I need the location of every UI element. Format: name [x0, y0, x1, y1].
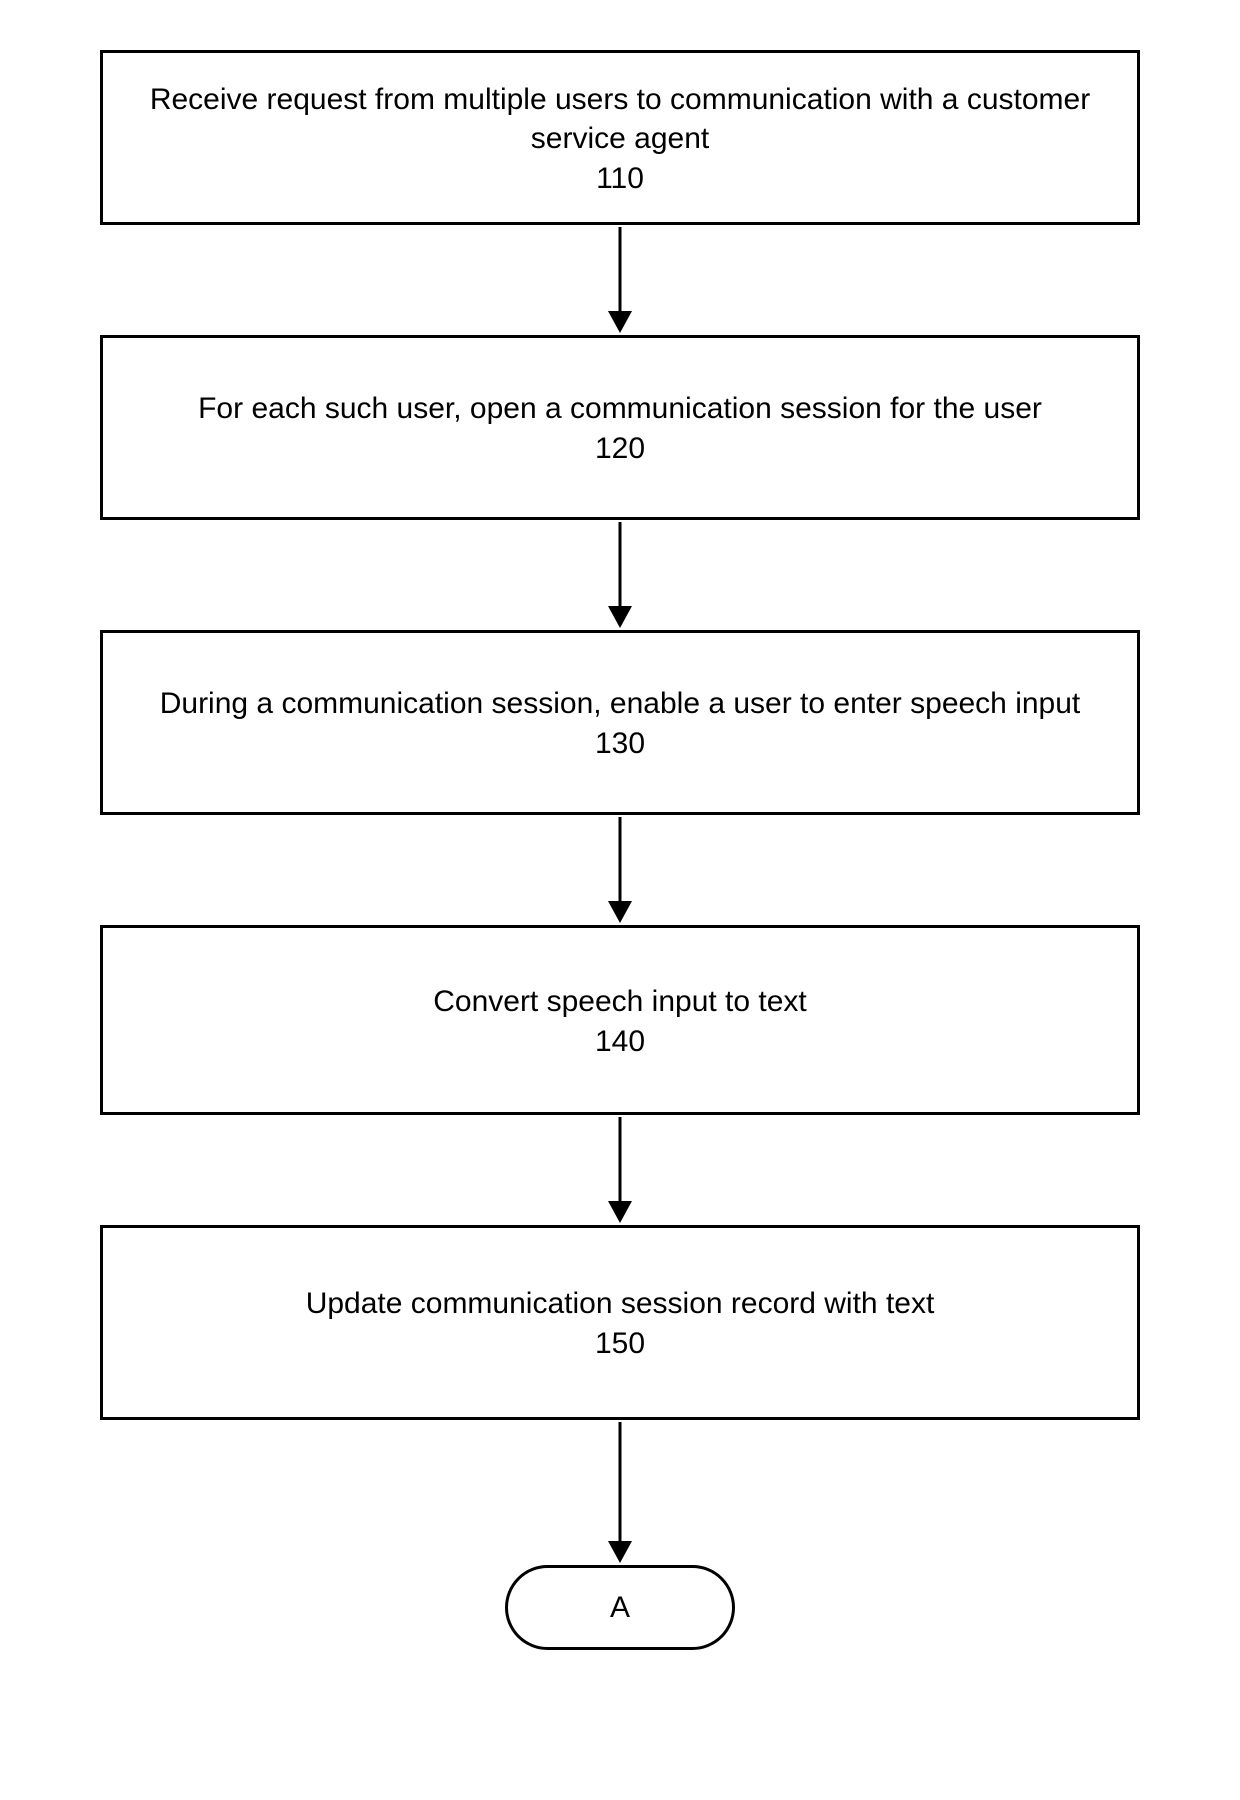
- node-number: 130: [595, 727, 645, 761]
- arrow: [100, 1115, 1140, 1225]
- flowchart-node-140: Convert speech input to text 140: [100, 925, 1140, 1115]
- flowchart-node-120: For each such user, open a communication…: [100, 335, 1140, 520]
- arrow: [100, 225, 1140, 335]
- arrow-icon: [600, 225, 640, 335]
- flowchart-node-150: Update communication session record with…: [100, 1225, 1140, 1420]
- flowchart-node-130: During a communication session, enable a…: [100, 630, 1140, 815]
- flowchart-container: Receive request from multiple users to c…: [100, 50, 1140, 1650]
- arrow: [100, 1420, 1140, 1565]
- arrow-icon: [600, 815, 640, 925]
- arrow-icon: [600, 1420, 640, 1565]
- flowchart-terminal-a: A: [505, 1565, 735, 1650]
- arrow-icon: [600, 520, 640, 630]
- node-text: Convert speech input to text: [433, 982, 807, 1021]
- arrow: [100, 520, 1140, 630]
- node-number: 110: [596, 162, 644, 196]
- flowchart-node-110: Receive request from multiple users to c…: [100, 50, 1140, 225]
- node-number: 120: [595, 432, 645, 466]
- arrow: [100, 815, 1140, 925]
- node-text: Receive request from multiple users to c…: [123, 80, 1117, 158]
- terminal-container: A: [100, 1565, 1140, 1650]
- node-number: 140: [595, 1025, 645, 1059]
- terminal-label: A: [610, 1591, 630, 1625]
- node-text: Update communication session record with…: [306, 1284, 935, 1323]
- node-text: For each such user, open a communication…: [198, 389, 1042, 428]
- node-number: 150: [595, 1327, 645, 1361]
- node-text: During a communication session, enable a…: [160, 684, 1081, 723]
- arrow-icon: [600, 1115, 640, 1225]
